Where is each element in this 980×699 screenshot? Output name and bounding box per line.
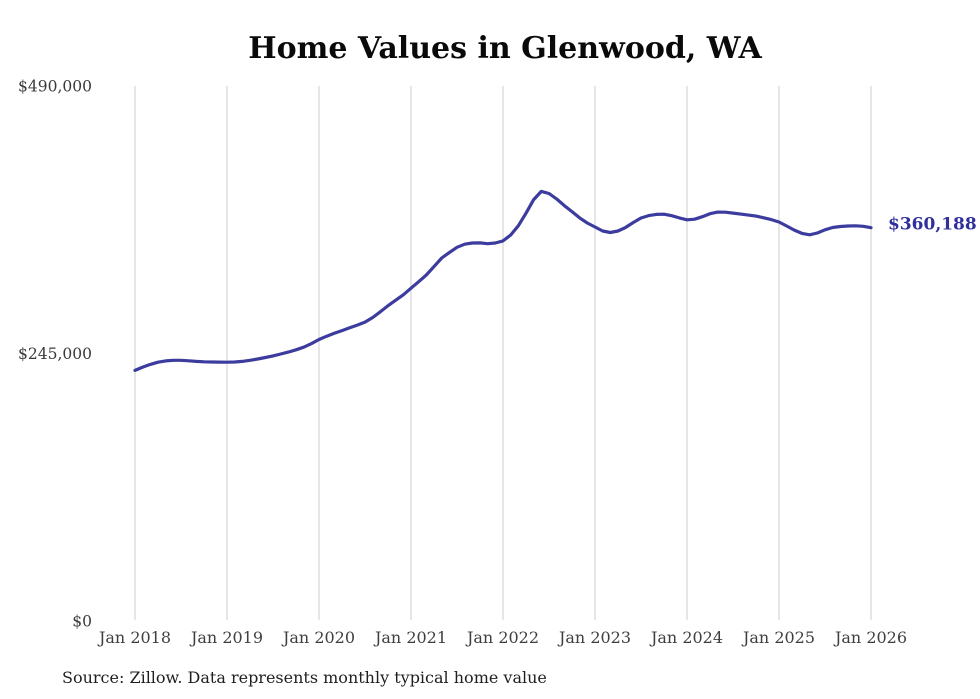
y-tick-label: $245,000 xyxy=(18,345,92,363)
x-tick-label: Jan 2023 xyxy=(557,628,631,647)
x-tick-label: Jan 2019 xyxy=(189,628,263,647)
x-tick-label: Jan 2022 xyxy=(465,628,539,647)
y-tick-label: $490,000 xyxy=(18,78,92,96)
source-note: Source: Zillow. Data represents monthly … xyxy=(62,668,547,687)
x-axis-labels: Jan 2018 Jan 2019 Jan 2020 Jan 2021 Jan 2022… xyxy=(97,628,907,647)
x-tick-label: Jan 2020 xyxy=(281,628,355,647)
chart-title: Home Values in Glenwood, WA xyxy=(248,31,762,66)
y-axis-labels: $0 $245,000 $490,000 xyxy=(18,78,92,631)
x-tick-label: Jan 2024 xyxy=(649,628,723,647)
y-tick-label: $0 xyxy=(72,613,92,631)
x-tick-label: Jan 2021 xyxy=(373,628,447,647)
home-value-line xyxy=(133,189,873,372)
x-tick-label: Jan 2026 xyxy=(833,628,907,647)
current-value-label: $360,188 xyxy=(888,215,977,235)
x-tick-label: Jan 2025 xyxy=(741,628,815,647)
x-tick-label: Jan 2018 xyxy=(97,628,171,647)
gridlines xyxy=(134,86,872,620)
